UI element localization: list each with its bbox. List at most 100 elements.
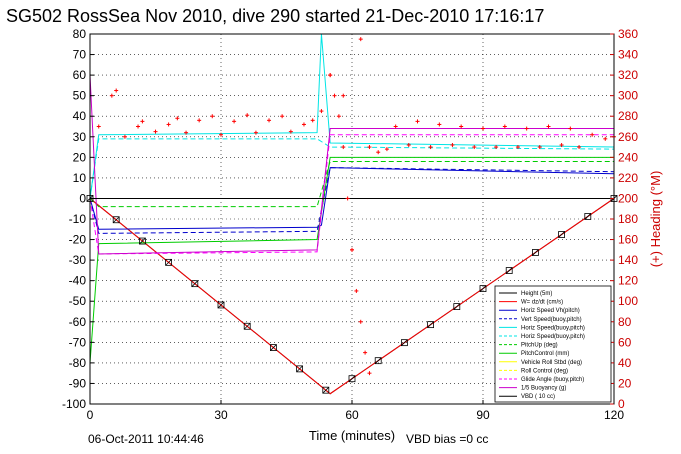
- heading-point-45: [568, 126, 573, 131]
- heading-point-19: [301, 122, 306, 127]
- height-marker: [112, 216, 120, 224]
- y-tick-label: 10: [73, 171, 87, 185]
- heading-point-47: [590, 132, 595, 137]
- height-marker: [138, 237, 146, 245]
- y-right-tick-label: 40: [618, 356, 632, 370]
- heading-point-dive-2: [336, 114, 341, 119]
- heading-point-31: [415, 119, 420, 124]
- series-line-3: [89, 167, 615, 234]
- legend-label-2: Horiz Speed Vh(pitch): [521, 308, 580, 314]
- heading-point-46: [577, 145, 582, 150]
- x-tick-label: 30: [214, 408, 228, 422]
- heading-point-dive-3: [341, 145, 346, 150]
- y-right-tick-label: 280: [618, 109, 638, 123]
- heading-point-dive-0: [328, 73, 333, 78]
- heading-point-21: [319, 109, 324, 114]
- height-marker: [558, 231, 565, 238]
- y-right-tick-label: 200: [618, 191, 638, 205]
- heading-point-0: [96, 124, 101, 129]
- heading-point-18: [288, 129, 293, 134]
- y-tick-label: -60: [69, 315, 87, 329]
- heading-point-9: [184, 130, 189, 135]
- legend-label-8: Vehicle Roll Stbd (deg): [521, 360, 582, 366]
- height-marker: [322, 386, 330, 394]
- y-tick-label: -80: [69, 356, 87, 370]
- y-tick-label: -100: [62, 397, 86, 411]
- legend-label-6: PitchUp (deg): [521, 343, 558, 349]
- y-right-tick-label: 80: [618, 315, 632, 329]
- legend-label-12: VBD ( 10 cc): [521, 394, 555, 400]
- heading-markers: [96, 37, 616, 376]
- series-line-1: [89, 198, 615, 395]
- y-right-tick-label: 20: [618, 376, 632, 390]
- y-tick-label: -70: [69, 335, 87, 349]
- height-marker: [165, 258, 173, 266]
- legend-box: [494, 285, 612, 403]
- height-marker: [243, 322, 251, 330]
- heading-point-dive-5: [350, 247, 354, 252]
- y-tick-label: -50: [69, 294, 87, 308]
- height-marker: [400, 339, 408, 347]
- legend-label-9: Roll Control (deg): [521, 368, 568, 374]
- legend-label-5: Horiz Speed(buoy,pitch): [521, 334, 585, 340]
- y-tick-label: 60: [73, 68, 87, 82]
- y-tick-label: -20: [69, 233, 87, 247]
- y-right-tick-label: 220: [618, 171, 638, 185]
- y-right-tick-label: 260: [618, 130, 638, 144]
- heading-point-34: [450, 143, 455, 147]
- height-marker: [453, 303, 461, 310]
- y-tick-label: 20: [73, 150, 87, 164]
- legend-label-7: PitchControl (mm): [521, 351, 569, 357]
- heading-point-1: [109, 93, 114, 98]
- heading-point-7: [166, 122, 171, 127]
- x-tick-label: 0: [87, 408, 94, 422]
- y-right-tick-label: 120: [618, 274, 638, 288]
- heading-point-29: [393, 124, 398, 129]
- heading-point-dive-6: [354, 288, 359, 293]
- series-line-10: [89, 134, 614, 255]
- heading-point-41: [524, 126, 529, 131]
- heading-point-dive-9: [367, 371, 372, 376]
- height-marker: [427, 321, 435, 329]
- heading-point-44: [559, 143, 564, 147]
- series-line-4: [89, 33, 615, 199]
- series-line-11: [89, 75, 614, 255]
- series-line-5: [89, 138, 615, 199]
- heading-point-38: [494, 145, 499, 150]
- y-right-tick-label: 340: [618, 48, 638, 62]
- height-marker: [479, 285, 487, 292]
- legend-label-10: Glide Angle (buoy,pitch): [521, 377, 584, 383]
- y-ticks-right: 0 20 40 60 80 100 120 140 160 180 200 220 240 260 280 3…: [610, 27, 638, 411]
- heading-point-42: [537, 145, 542, 150]
- height-marker: [296, 365, 304, 373]
- height-marker: [348, 375, 356, 383]
- heading-point-8: [175, 116, 180, 121]
- heading-point-30: [406, 143, 411, 147]
- heading-point-43: [546, 124, 551, 129]
- y-right-tick-label: 60: [618, 335, 632, 349]
- height-marker: [269, 344, 277, 351]
- legend-label-11: 1/5 Buoyancy (g): [521, 386, 566, 392]
- height-marker: [217, 301, 225, 309]
- y-tick-label: 0: [79, 191, 86, 205]
- heading-point-17: [280, 114, 285, 119]
- heading-point-dive-1: [332, 93, 337, 98]
- y-tick-label: 40: [73, 109, 87, 123]
- y-right-tick-label: 320: [618, 68, 638, 82]
- heading-point-27: [376, 150, 381, 155]
- heading-point-36: [472, 145, 477, 150]
- y-tick-label: -40: [69, 274, 87, 288]
- x-axis-label: Time (minutes): [309, 428, 395, 443]
- legend: Height (5m) W= dz/dt (cm/s) Horiz Speed Vh…: [494, 285, 612, 403]
- height-marker: [374, 357, 382, 365]
- y-right-tick-label: 0: [618, 397, 625, 411]
- timestamp: 06-Oct-2011 10:44:46: [88, 432, 204, 446]
- y-tick-label: -90: [69, 376, 87, 390]
- heading-point-3: [122, 134, 127, 139]
- legend-label-3: Vert Speed(buoy,pitch): [521, 317, 582, 323]
- y-tick-label: 30: [73, 130, 87, 144]
- heading-point-10: [197, 118, 202, 123]
- series-layer: [89, 33, 615, 395]
- y-ticks-left: -100-90-80-70-60-50-40-30-20-10010203040…: [62, 27, 94, 411]
- heading-point-48: [603, 136, 608, 141]
